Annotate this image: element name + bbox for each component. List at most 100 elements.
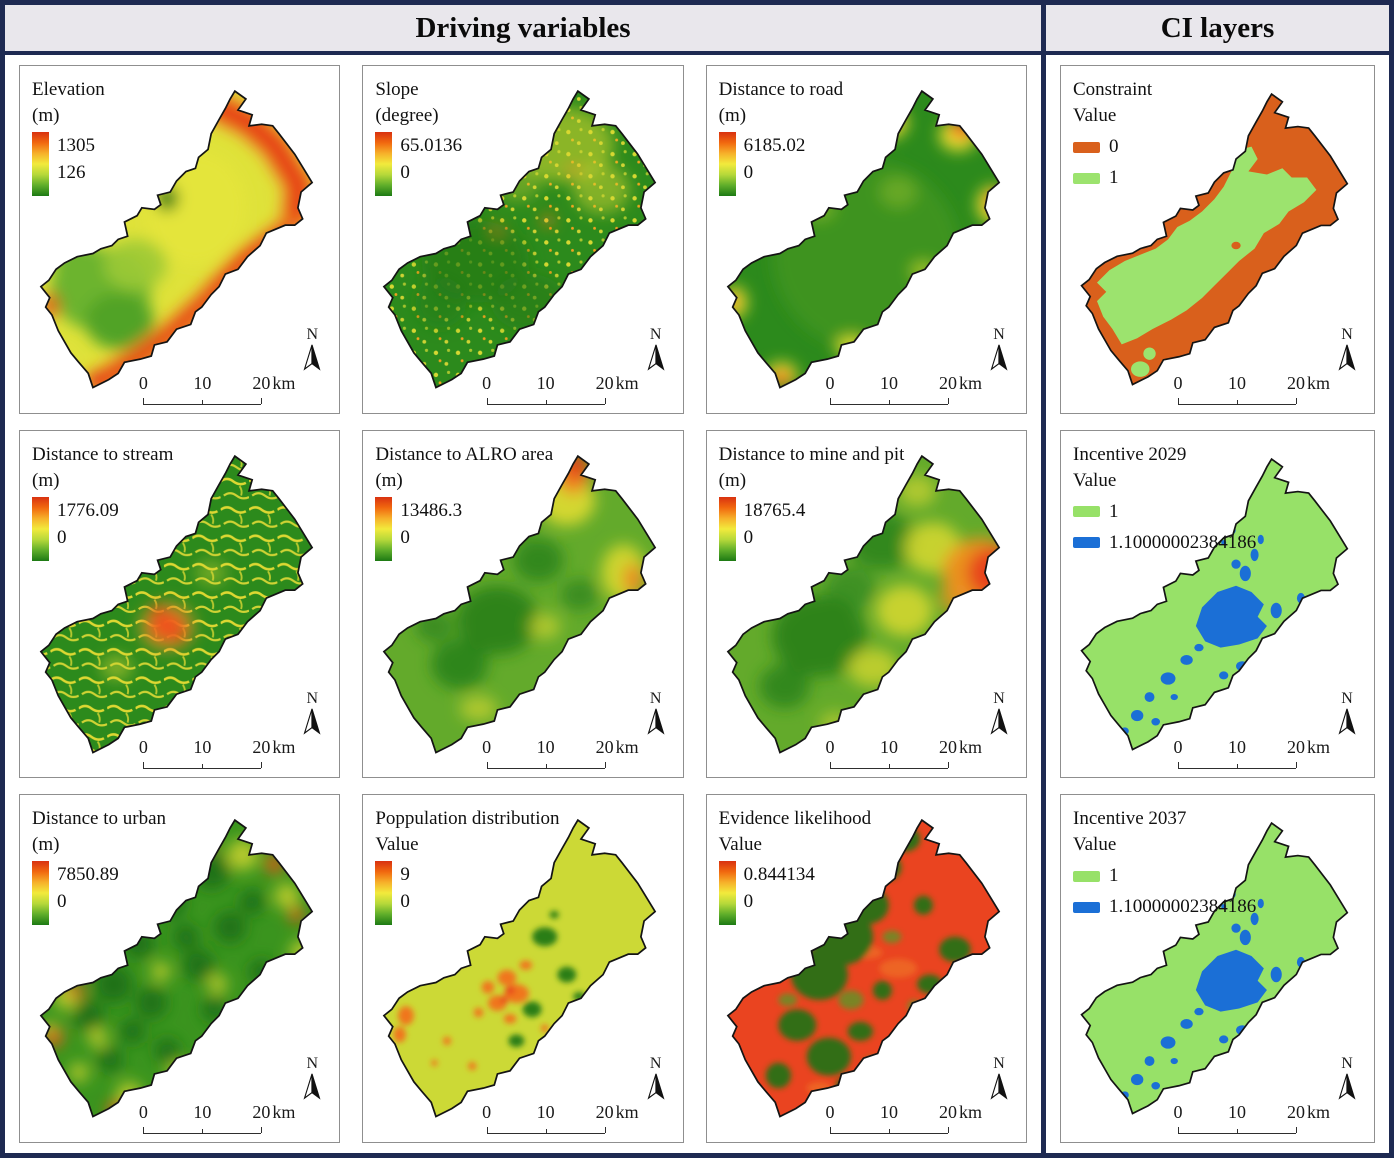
legend: Elevation (m) 1305 126 <box>32 78 105 196</box>
ramp-values: 13486.3 0 <box>400 497 462 561</box>
scale-bar: 0 10 20 km <box>135 372 327 407</box>
legend-title: Poppulation distribution <box>375 808 560 830</box>
ramp-values: 6185.02 0 <box>744 132 806 196</box>
scale-tick-label-20: 20 <box>595 1101 614 1122</box>
scale-bar: 0 10 20 km <box>479 737 671 771</box>
map-panel-slope: Slope (degree) 65.0136 0 N 0 10 20 km <box>362 65 684 414</box>
ramp-max-value: 6185.02 <box>743 135 806 156</box>
legend-subtitle: (m) <box>32 834 60 856</box>
scale-tick-label-10: 10 <box>1228 372 1246 393</box>
north-arrow-icon <box>647 344 665 371</box>
legend-subtitle: (m) <box>718 469 747 491</box>
legend: Distance to ALRO area (m) 13486.3 0 <box>375 443 553 561</box>
scale-bar-track <box>1178 397 1297 405</box>
north-label: N <box>306 690 319 708</box>
ramp-max-value: 1776.09 <box>57 499 119 521</box>
scale-bar-track <box>486 761 606 770</box>
ramp-max-value: 1305 <box>57 135 95 156</box>
class-label: 1 <box>1109 865 1119 887</box>
scale-unit-label: km <box>959 737 983 758</box>
north-label: N <box>993 690 1005 708</box>
legend-title: Distance to stream <box>32 443 174 465</box>
header-driving-variables: Driving variables <box>415 11 631 44</box>
legend: Slope (degree) 65.0136 0 <box>375 78 462 196</box>
north-arrow-icon <box>303 344 321 371</box>
north-arrow-icon <box>1338 344 1356 371</box>
north-label: N <box>306 1054 319 1072</box>
ramp-values: 1776.09 0 <box>57 497 119 561</box>
legend: Poppulation distribution Value 9 0 <box>375 807 560 926</box>
scale-tick-label-10: 10 <box>193 372 212 393</box>
figure-header: Driving variables CI layers <box>5 5 1389 55</box>
scale-tick-label-10: 10 <box>536 372 555 393</box>
evidence-region-map <box>726 819 1000 1119</box>
driving-variables-grid: Elevation (m) 1305 126 N 0 10 20 km Slop… <box>5 55 1041 1153</box>
scale-tick-label-0: 0 <box>825 737 835 758</box>
scale-tick-label-0: 0 <box>482 737 492 758</box>
ramp-values: 0.844134 0 <box>744 861 815 925</box>
scale-unit-label: km <box>1307 1102 1331 1123</box>
legend-class-row: 1.10000002384186 <box>1073 896 1256 918</box>
north-arrow: N <box>985 691 1013 735</box>
ramp-min-value: 0 <box>400 162 410 183</box>
class-label: 1 <box>1109 500 1119 522</box>
slope-region-map <box>383 89 657 389</box>
scale-tick-label-0: 0 <box>825 372 835 393</box>
ramp-min-value: 126 <box>57 162 86 183</box>
scale-tick-label-10: 10 <box>1228 737 1246 758</box>
incentive-region-map <box>1080 457 1349 751</box>
legend: Distance to mine and pit (m) 18765.4 0 <box>718 443 905 561</box>
elevation-region-map <box>39 89 314 389</box>
north-arrow: N <box>642 1055 670 1100</box>
color-ramp-bar <box>375 496 393 561</box>
map-panel-poppulation-distribution: Poppulation distribution Value 9 0 N 0 1… <box>362 794 684 1143</box>
scale-bar-track <box>830 761 949 770</box>
north-arrow-icon <box>990 709 1008 735</box>
scale-tick-label-20: 20 <box>1287 372 1305 393</box>
incentive-region-map <box>1080 822 1349 1116</box>
scale-unit-label: km <box>615 1101 639 1122</box>
north-arrow: N <box>985 1055 1013 1100</box>
scale-bar: 0 10 20 km <box>1170 1102 1362 1136</box>
ramp-values: 65.0136 0 <box>400 132 462 196</box>
scale-bar-track <box>143 397 263 405</box>
ramp-values: 9 0 <box>400 861 410 925</box>
map-panel-distance-to-mine-and-pit: Distance to mine and pit (m) 18765.4 0 N… <box>705 429 1027 779</box>
legend-title: Distance to mine and pit <box>718 443 905 465</box>
map-panel-incentive-2037: Incentive 2037 Value 1 1.10000002384186 … <box>1060 794 1375 1144</box>
north-arrow: N <box>1333 691 1361 735</box>
legend-title: Incentive 2029 <box>1073 443 1187 465</box>
scale-bar-track <box>1178 761 1297 770</box>
map-panel-distance-to-urban: Distance to urban (m) 7850.89 0 N 0 10 2… <box>19 794 341 1143</box>
scale-tick-label-10: 10 <box>536 1101 555 1122</box>
north-arrow: N <box>642 326 670 371</box>
class-swatch <box>1073 901 1100 913</box>
legend: Constraint Value 0 1 <box>1073 78 1152 189</box>
scale-bar: 0 10 20 km <box>822 737 1014 771</box>
figure-body: Elevation (m) 1305 126 N 0 10 20 km Slop… <box>5 55 1389 1153</box>
scale-bar: 0 10 20 km <box>822 372 1014 407</box>
scale-tick-label-10: 10 <box>536 737 555 758</box>
color-ramp-bar <box>375 132 393 196</box>
map-panel-incentive-2029: Incentive 2029 Value 1 1.10000002384186 … <box>1060 429 1375 779</box>
scale-tick-label-20: 20 <box>939 372 957 393</box>
scale-bar-track <box>486 1126 606 1134</box>
north-arrow: N <box>298 691 326 735</box>
scale-tick-label-20: 20 <box>595 737 614 758</box>
color-ramp-bar <box>32 861 49 926</box>
class-swatch <box>1073 537 1100 549</box>
legend-subtitle: (m) <box>32 469 60 491</box>
north-arrow-icon <box>303 709 321 735</box>
ramp-max-value: 18765.4 <box>743 499 806 521</box>
scale-unit-label: km <box>1307 737 1331 758</box>
class-label: 1 <box>1109 167 1119 188</box>
legend-subtitle: (m) <box>375 469 403 491</box>
scale-bar: 0 10 20 km <box>479 372 671 407</box>
north-arrow-icon <box>647 709 665 735</box>
scale-tick-label-20: 20 <box>252 1101 271 1122</box>
north-label: N <box>1341 1055 1353 1073</box>
scale-bar-track <box>143 761 263 770</box>
scale-tick-label-10: 10 <box>193 1101 212 1122</box>
ramp-values: 7850.89 0 <box>57 861 119 925</box>
legend-class-row: 1 <box>1073 865 1256 887</box>
